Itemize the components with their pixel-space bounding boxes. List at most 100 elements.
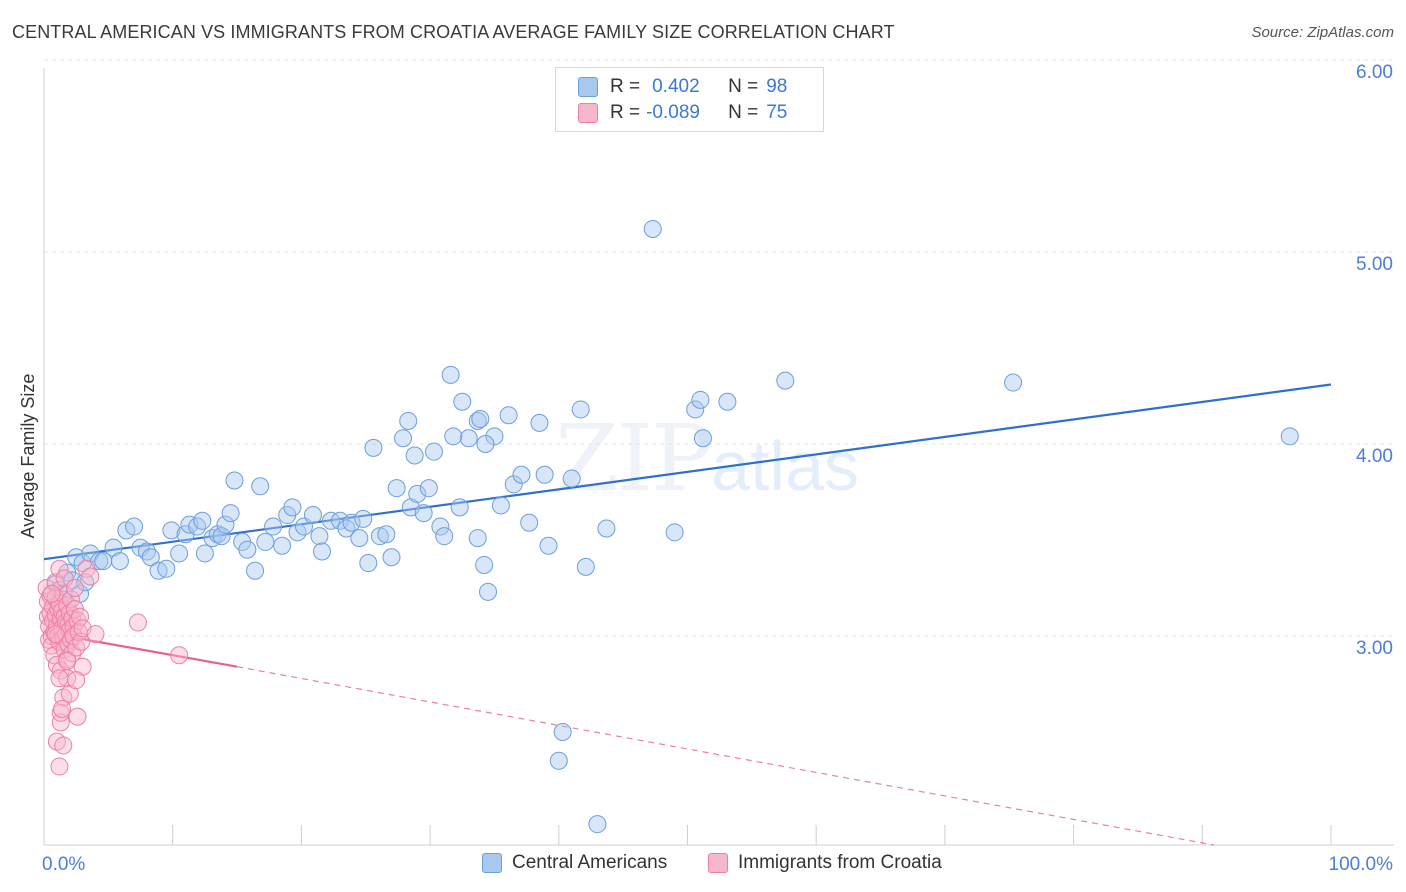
- point-central-americans: [188, 517, 207, 536]
- point-central-americans: [419, 479, 438, 498]
- y-tick-label: 5.00: [1356, 254, 1393, 275]
- point-croatia: [46, 625, 65, 644]
- point-croatia: [68, 707, 87, 726]
- point-croatia: [54, 736, 73, 755]
- point-central-americans: [431, 517, 450, 536]
- point-central-americans: [475, 555, 494, 574]
- point-central-americans: [364, 438, 383, 457]
- point-central-americans: [246, 561, 265, 580]
- point-croatia: [51, 661, 70, 680]
- point-central-americans: [193, 511, 212, 530]
- point-croatia: [81, 567, 100, 586]
- trend-line-croatia: [43, 631, 238, 668]
- point-central-americans: [424, 442, 443, 461]
- point-central-americans: [408, 484, 427, 503]
- y-tick-label: 6.00: [1356, 62, 1393, 83]
- point-central-americans: [576, 557, 595, 576]
- point-central-americans: [125, 517, 144, 536]
- point-central-americans: [337, 519, 356, 538]
- point-central-americans: [273, 536, 292, 555]
- bottom-legend-swatch-blue: [482, 853, 502, 873]
- point-central-americans: [435, 527, 454, 546]
- point-central-americans: [342, 513, 361, 532]
- point-croatia: [86, 625, 105, 644]
- y-tick-label: 4.00: [1356, 446, 1393, 467]
- point-croatia: [65, 579, 84, 597]
- point-central-americans: [441, 365, 460, 384]
- point-central-americans: [520, 513, 539, 532]
- point-central-americans: [530, 413, 549, 432]
- legend-n-value: 98: [766, 76, 788, 97]
- point-croatia: [67, 671, 86, 690]
- legend-n-label: N =: [728, 102, 759, 123]
- point-central-americans: [370, 527, 389, 546]
- point-central-americans: [665, 523, 684, 542]
- point-central-americans: [479, 582, 498, 601]
- legend-r-label: R =: [610, 102, 641, 123]
- correlation-legend: R = 0.402 N = 98 R = -0.089 N = 75: [555, 67, 824, 132]
- bottom-legend-label: Immigrants from Croatia: [738, 852, 942, 873]
- point-central-americans: [491, 496, 510, 515]
- point-central-americans: [394, 429, 413, 448]
- point-croatia: [50, 559, 69, 578]
- point-central-americans: [303, 506, 322, 525]
- point-central-americans: [485, 427, 504, 446]
- point-central-americans: [212, 527, 231, 546]
- point-central-americans: [221, 504, 240, 523]
- point-central-americans: [553, 723, 572, 741]
- point-central-americans: [643, 219, 662, 238]
- point-central-americans: [312, 542, 331, 561]
- legend-row-central-americans: R = 0.402 N = 98: [578, 75, 787, 99]
- point-central-americans: [405, 446, 424, 465]
- legend-swatch-blue: [578, 77, 598, 97]
- point-central-americans: [387, 479, 406, 498]
- x-tick-label-end: 100.0%: [1329, 854, 1394, 875]
- watermark-zip: ZIP: [555, 405, 713, 512]
- point-central-americans: [414, 504, 433, 523]
- point-central-americans: [1004, 373, 1023, 392]
- point-central-americans: [382, 548, 401, 567]
- point-central-americans: [450, 498, 469, 517]
- tick-labels: 3.00 4.00 5.00 6.00 0.0% 100.0% Average Family…: [18, 62, 1393, 875]
- point-croatia: [42, 584, 61, 603]
- y-tick-label: 3.00: [1356, 638, 1393, 659]
- point-central-americans: [549, 751, 568, 770]
- trend-line-central-americans: [43, 383, 1332, 561]
- point-croatia: [170, 646, 189, 665]
- y-axis-label: Average Family Size: [18, 374, 38, 539]
- bottom-legend-croatia: Immigrants from Croatia: [708, 852, 942, 874]
- point-croatia: [67, 638, 86, 657]
- point-croatia: [71, 607, 90, 626]
- point-croatia: [62, 590, 81, 609]
- point-central-americans: [597, 519, 616, 538]
- grid-lines: [44, 59, 1394, 637]
- watermark: ZIPatlas: [555, 405, 859, 512]
- point-central-americans: [157, 559, 176, 578]
- point-central-americans: [350, 529, 369, 548]
- point-central-americans: [141, 548, 160, 567]
- point-central-americans: [512, 465, 531, 484]
- point-central-americans: [686, 400, 705, 419]
- point-central-americans: [331, 511, 350, 530]
- legend-r-label: R =: [610, 76, 641, 97]
- point-croatia: [50, 757, 69, 776]
- point-croatia: [51, 713, 70, 732]
- point-central-americans: [322, 511, 341, 530]
- point-central-americans: [256, 532, 275, 551]
- legend-swatch-pink: [578, 103, 598, 123]
- bottom-legend-label: Central Americans: [512, 852, 668, 873]
- legend-n-label: N =: [728, 76, 759, 97]
- point-central-americans: [377, 525, 396, 544]
- point-central-americans: [283, 498, 302, 517]
- point-central-americans: [264, 517, 283, 536]
- legend-row-croatia: R = -0.089 N = 75: [578, 101, 787, 125]
- point-central-americans: [476, 435, 495, 453]
- data-points: [37, 219, 1299, 834]
- point-central-americans: [76, 573, 95, 592]
- point-central-americans: [1280, 427, 1299, 446]
- legend-n-value: 75: [766, 102, 788, 123]
- point-central-americans: [310, 527, 329, 546]
- point-croatia: [58, 651, 77, 670]
- axes: [43, 68, 1394, 846]
